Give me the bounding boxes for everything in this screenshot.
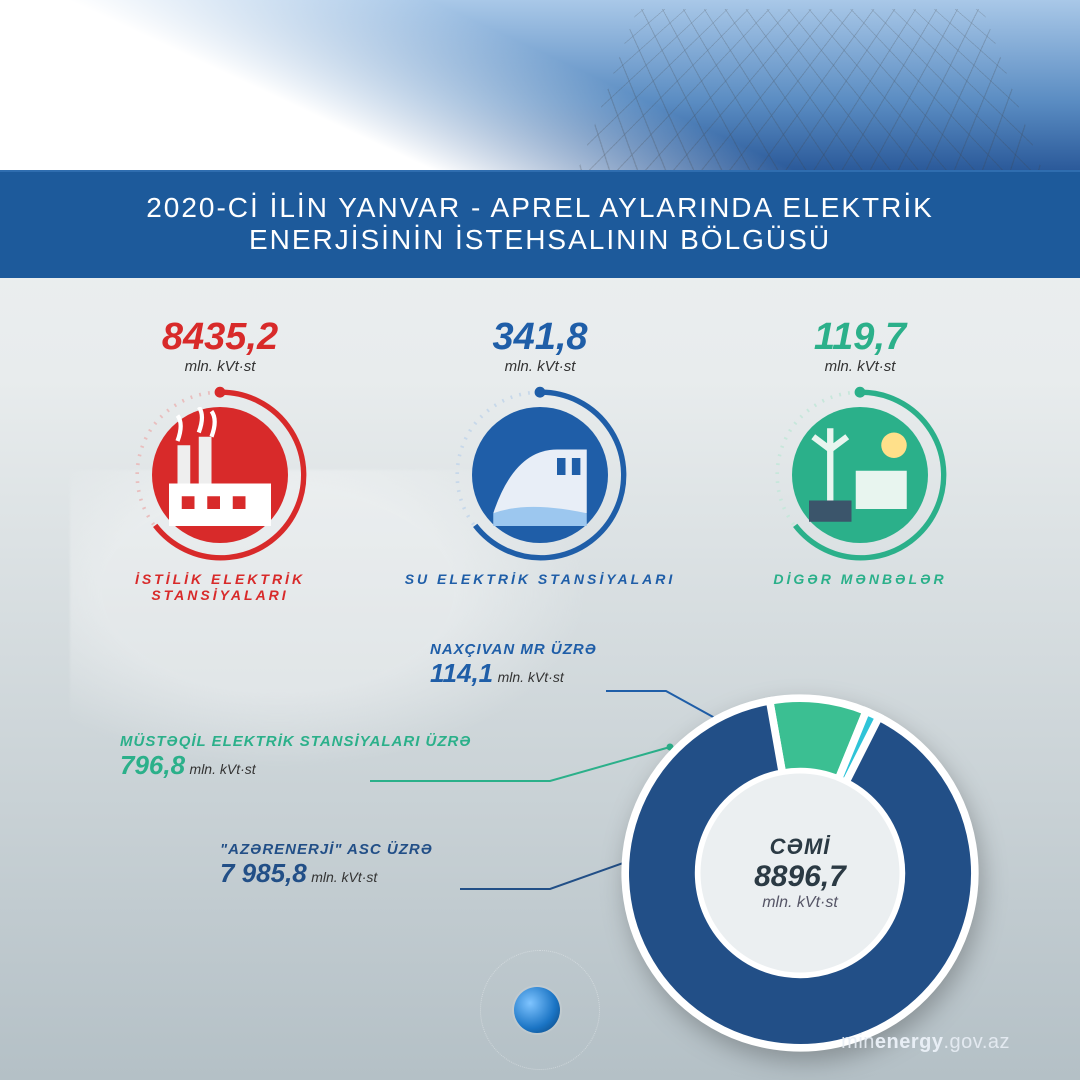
donut-total-value: 8896,7	[754, 860, 846, 894]
donut-total-unit: mln. kVt·st	[762, 894, 838, 912]
callout-independent-value: 796,8	[120, 750, 185, 780]
callout-azerenerji-value: 7 985,8	[220, 858, 307, 888]
source-hydro-ring	[450, 385, 630, 565]
footer-url: minenergy.gov.az	[841, 1031, 1010, 1054]
source-other-value: 119,7	[715, 318, 1005, 356]
source-row: 8435,2 mln. kVt·st	[0, 278, 1080, 613]
source-hydro: 341,8 mln. kVt·st SU ELEKTRİK S	[395, 318, 685, 587]
url-part-1: min	[841, 1031, 875, 1053]
source-other-label: DİGƏR MƏNBƏLƏR	[715, 571, 1005, 587]
callout-azerenerji-unit: mln. kVt·st	[311, 869, 377, 885]
source-thermal-value: 8435,2	[75, 318, 365, 356]
source-hydro-value: 341,8	[395, 318, 685, 356]
source-thermal-label: İSTİLİK ELEKTRİK STANSİYALARI	[75, 571, 365, 603]
ministry-logo	[480, 950, 600, 1070]
page-title: 2020-Cİ İLİN YANVAR - APREL AYLARINDA EL…	[0, 170, 1080, 278]
donut-total-label: CƏMİ	[770, 834, 831, 860]
source-thermal: 8435,2 mln. kVt·st	[75, 318, 365, 603]
dam-icon	[472, 407, 608, 543]
hero-photo	[0, 0, 1080, 170]
factory-icon	[152, 407, 288, 543]
ministry-logo-icon	[514, 987, 560, 1033]
url-part-3: .gov.az	[944, 1031, 1011, 1053]
callout-azerenerji-label: "AZƏRENERJİ" ASC ÜZRƏ	[220, 841, 433, 858]
callout-nakhchivan-unit: mln. kVt·st	[498, 669, 564, 685]
callout-nakhchivan-value: 114,1	[430, 658, 493, 688]
callout-independent-unit: mln. kVt·st	[190, 761, 256, 777]
callout-nakhchivan-label: NAXÇIVAN MR ÜZRƏ	[430, 641, 597, 658]
source-hydro-label: SU ELEKTRİK STANSİYALARI	[395, 571, 685, 587]
callout-nakhchivan: NAXÇIVAN MR ÜZRƏ 114,1 mln. kVt·st	[430, 641, 597, 689]
callout-azerenerji: "AZƏRENERJİ" ASC ÜZRƏ 7 985,8 mln. kVt·s…	[220, 841, 433, 889]
infographic-page: 2020-Cİ İLİN YANVAR - APREL AYLARINDA EL…	[0, 0, 1080, 1080]
source-other-ring	[770, 385, 950, 565]
source-hydro-unit: mln. kVt·st	[395, 358, 685, 375]
source-other-unit: mln. kVt·st	[715, 358, 1005, 375]
source-thermal-unit: mln. kVt·st	[75, 358, 365, 375]
source-thermal-ring	[130, 385, 310, 565]
source-other: 119,7 mln. kVt·st	[715, 318, 1005, 587]
url-part-2: energy	[875, 1031, 944, 1053]
footer: minenergy.gov.az	[0, 1000, 1080, 1080]
renewables-icon	[792, 407, 928, 543]
